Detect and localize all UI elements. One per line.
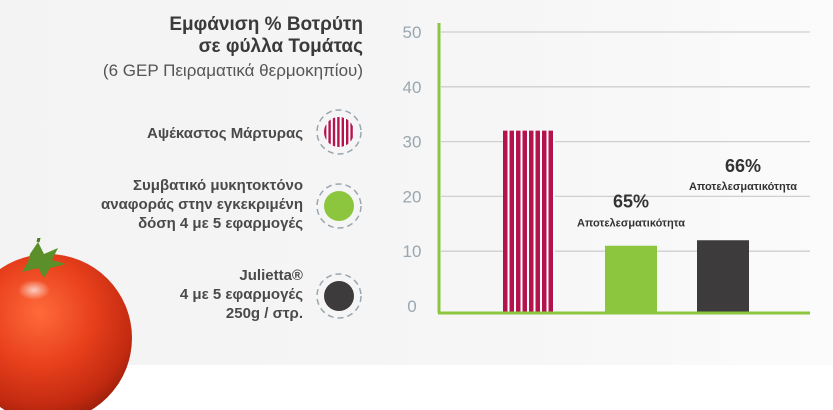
bar-0 (503, 130, 555, 313)
legend-label-julietta: Julietta® 4 με 5 εφαρμογές 250g / στρ. (180, 266, 303, 323)
bar-2-pct-label: 66% (725, 156, 761, 176)
chart-title-block: Εμφάνιση % Βοτρύτη σε φύλλα Τομάτας (6 G… (103, 14, 363, 82)
y-tick-label: 40 (403, 78, 422, 97)
legend-label-untreated: Αψέκαστος Μάρτυρας (147, 124, 303, 143)
legend-label-julietta-line1: Julietta® (239, 267, 303, 284)
bar-1 (605, 245, 657, 313)
chart-title-line1: Εμφάνιση % Βοτρύτη (169, 14, 363, 35)
bar-1-effect-label: Αποτελεσματικότητα (577, 218, 685, 230)
bar-2 (697, 240, 749, 313)
y-tick-label: 10 (403, 242, 422, 261)
legend-label-reference-line1: Συμβατικό μυκητοκτόνο (133, 177, 303, 194)
legend-label-reference-line3: δόση 4 με 5 εφαρμογές (138, 215, 303, 232)
y-tick-label: 50 (403, 23, 422, 42)
y-tick-label: 30 (403, 133, 422, 152)
legend-symbol-reference (316, 183, 362, 229)
legend-symbol-untreated (316, 109, 362, 155)
bar-1-pct-label: 65% (613, 192, 649, 212)
legend-label-reference: Συμβατικό μυκητοκτόνο αναφοράς στην εγκε… (101, 176, 303, 233)
legend-label-julietta-line3: 250g / στρ. (225, 305, 303, 322)
bar-2-effect-label: Αποτελεσματικότητα (689, 181, 797, 193)
background-panel (0, 0, 833, 365)
y-tick-label: 20 (403, 187, 422, 206)
tomato-illustration (0, 238, 132, 410)
legend-label-untreated-line1: Αψέκαστος Μάρτυρας (147, 125, 303, 142)
y-tick-label: 0 (407, 297, 416, 316)
legend-label-julietta-line2: 4 με 5 εφαρμογές (179, 286, 303, 303)
legend-label-reference-line2: αναφοράς στην εγκεκριμένη (101, 196, 303, 213)
chart-title-line2: σε φύλλα Τομάτας (198, 36, 363, 57)
legend-symbol-julietta (316, 273, 362, 319)
chart-subtitle: (6 GEP Πειραματικά θερμοκηπίου) (102, 61, 363, 80)
